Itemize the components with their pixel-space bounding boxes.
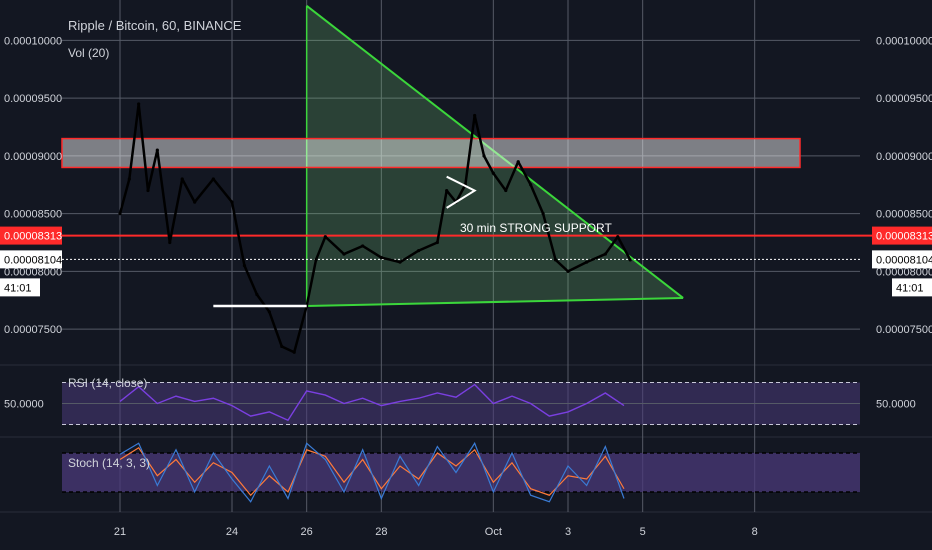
price-point — [379, 255, 383, 260]
countdown-badge-left-bg — [0, 278, 40, 297]
price-point — [342, 252, 346, 256]
price-point — [211, 177, 215, 181]
x-tick-label: 5 — [640, 526, 646, 538]
price-point — [292, 350, 296, 354]
price-point — [553, 258, 558, 262]
triangle-lower-edge — [306, 296, 684, 308]
price-point — [314, 258, 318, 262]
price-point — [137, 102, 141, 106]
triangle-fill — [306, 5, 684, 307]
y-tick-label-left: 0.00007500 — [4, 324, 62, 336]
y-tick-label-right: 0.00008500 — [876, 209, 932, 221]
price-point — [361, 244, 365, 248]
price-point — [230, 200, 234, 204]
last-price-badge-right-bg — [872, 250, 932, 269]
y-tick-label-right: 0.00008000 — [876, 266, 932, 278]
price-line — [118, 102, 632, 354]
rsi-line — [119, 383, 625, 422]
price-point — [435, 240, 439, 245]
price-point — [628, 258, 632, 262]
support-badge-left: 0.00008313 — [4, 231, 62, 243]
price-point — [146, 188, 150, 193]
price-point — [323, 235, 327, 239]
x-tick-label: 8 — [752, 526, 758, 538]
x-tick-label: 28 — [375, 526, 387, 538]
y-tick-label-right: 0.00009000 — [876, 151, 932, 163]
support-annotation: 30 min STRONG SUPPORT — [460, 221, 612, 235]
x-tick-label: 26 — [301, 526, 313, 538]
stoch-title: Stoch (14, 3, 3) — [68, 456, 150, 470]
price-point — [242, 264, 247, 268]
price-point — [566, 269, 570, 273]
price-point — [267, 310, 271, 314]
price-point — [482, 154, 486, 158]
price-point — [504, 188, 508, 193]
countdown-badge-right-bg — [892, 278, 932, 297]
price-point — [155, 148, 159, 152]
price-point — [127, 177, 131, 181]
price-series — [118, 102, 632, 354]
price-point — [180, 177, 184, 181]
support-badge-right-bg — [872, 226, 932, 245]
rsi-y-tick-left: 50.0000 — [4, 399, 44, 411]
price-point — [603, 252, 607, 256]
y-tick-label-left: 0.00009500 — [4, 93, 62, 105]
chart-title: Ripple / Bitcoin, 60, BINANCE — [68, 18, 242, 33]
price-point — [585, 260, 589, 264]
stoch-band-fill — [62, 453, 860, 492]
price-point — [491, 171, 495, 175]
y-tick-label-left: 0.00010000 — [4, 35, 62, 47]
resistance-zone — [61, 137, 801, 169]
countdown-badge-left: 41:01 — [4, 282, 32, 294]
stoch-k-line — [119, 441, 625, 503]
price-point — [445, 188, 449, 193]
last-price-badge-right: 0.00008104 — [876, 254, 932, 266]
price-point — [280, 344, 284, 349]
last-price-badge-left-bg — [0, 250, 62, 269]
y-tick-label-right: 0.00009500 — [876, 93, 932, 105]
price-point — [417, 249, 421, 253]
grid-lines — [0, 0, 932, 513]
price-point — [255, 292, 259, 297]
support-badge-left-bg — [0, 226, 62, 245]
price-point — [529, 183, 533, 187]
countdown-badge-right: 41:01 — [896, 282, 924, 294]
x-tick-label: 24 — [226, 526, 238, 538]
price-point — [473, 113, 477, 118]
pattern-drawings — [213, 175, 477, 308]
price-point — [118, 212, 122, 216]
price-point — [168, 240, 172, 245]
price-badges: 0.00008313 0.00008313 0.00008104 0.00008104… — [0, 226, 932, 297]
price-point — [616, 235, 620, 239]
y-tick-label-left: 0.00009000 — [4, 151, 62, 163]
price-point — [398, 260, 402, 264]
price-point — [541, 212, 545, 216]
axes: 0.00007500 0.00007500 0.00008000 0.00008000… — [4, 35, 932, 538]
x-tick-label: 21 — [114, 526, 126, 538]
support-badge-right: 0.00008313 — [876, 231, 932, 243]
last-price-badge-left: 0.00008104 — [4, 254, 62, 266]
price-point — [516, 160, 520, 164]
y-tick-label-right: 0.00010000 — [876, 35, 932, 47]
indicator-pane-fills — [62, 382, 860, 493]
rsi-title: RSI (14, close) — [68, 376, 147, 390]
flag-pattern — [446, 175, 477, 209]
rsi-y-tick-right: 50.0000 — [876, 399, 916, 411]
y-tick-label-left: 0.00008500 — [4, 209, 62, 221]
indicator-series — [119, 383, 625, 503]
y-tick-label-left: 0.00008000 — [4, 266, 62, 278]
x-tick-label: 3 — [565, 526, 571, 538]
labels: Ripple / Bitcoin, 60, BINANCE Vol (20) 3… — [68, 18, 612, 235]
trend-drawings — [0, 4, 932, 308]
triangle-upper-edge — [306, 4, 684, 299]
volume-label: Vol (20) — [68, 46, 109, 60]
x-tick-label: Oct — [485, 526, 502, 538]
price-point — [193, 200, 197, 204]
y-tick-label-right: 0.00007500 — [876, 324, 932, 336]
